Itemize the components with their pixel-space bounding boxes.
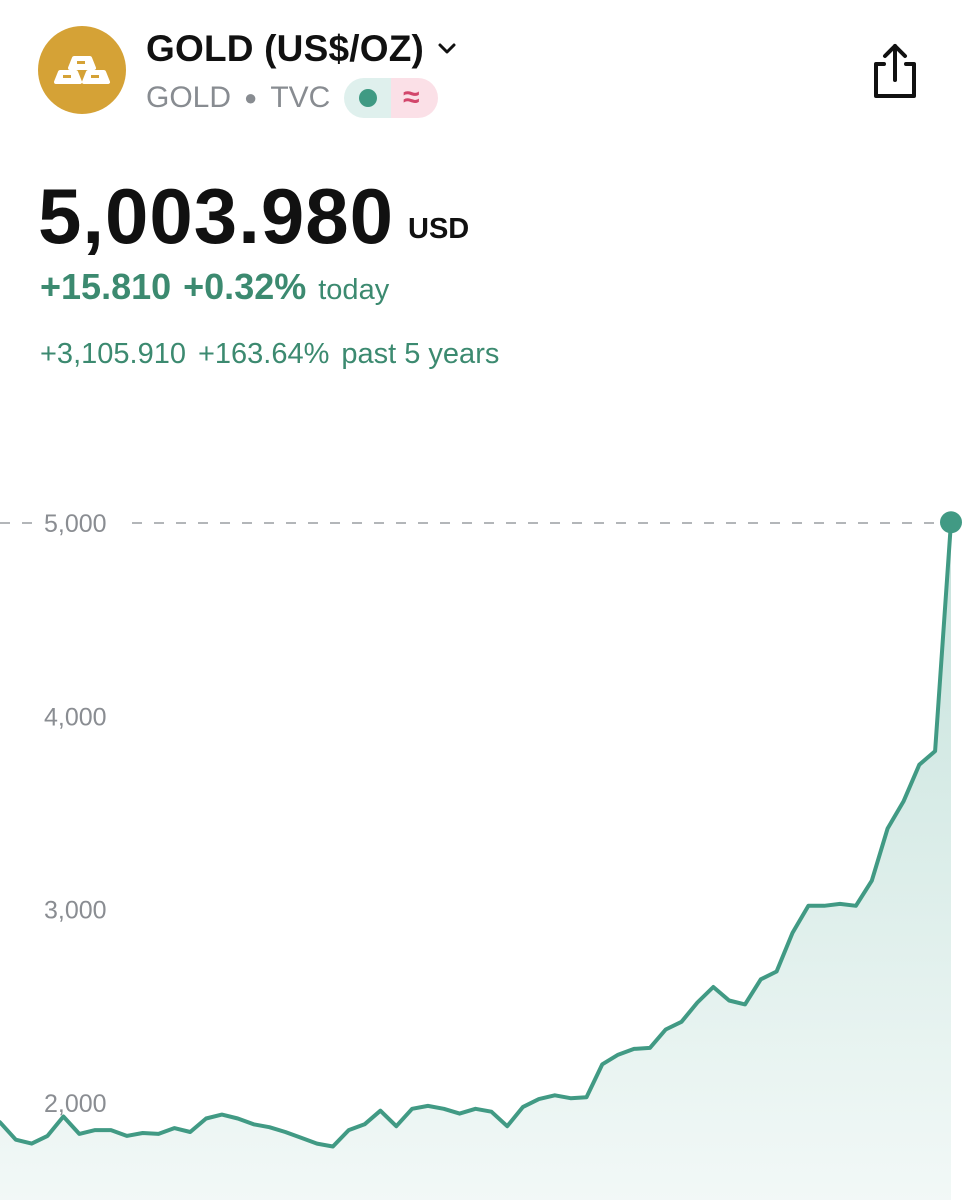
daily-change-period: today [318,274,390,306]
period-label: past 5 years [341,338,500,370]
period-change-percent: +163.64% [197,338,330,370]
market-open-dot-icon [359,89,378,107]
price-chart[interactable]: 2,000 3,000 4,000 5,000 [0,460,967,1200]
symbol-subtitle: GOLD ● TVC ≈ [146,76,439,120]
symbol-title-dropdown[interactable]: GOLD (US$/OZ) [146,26,460,72]
delayed-data-segment: ≈ [391,78,439,118]
price-currency: USD [408,213,470,245]
price-line [0,520,953,1149]
share-icon [874,44,916,98]
price-block: 5,003.980 USD [38,170,469,256]
period-change-value: +3,105.910 [40,338,186,370]
share-button[interactable] [864,38,926,106]
symbol-title: GOLD (US$/OZ) [146,28,425,69]
period-performance: +3,105.910 +163.64% past 5 years [40,338,499,378]
y-axis-tick-label: 4,000 [44,703,107,731]
last-price-point [940,511,962,534]
last-price: 5,003.980 [38,172,395,260]
y-axis-tick-label: 5,000 [44,510,107,538]
price-area-fill [0,522,951,1200]
daily-change-percent: +0.32% [183,266,307,307]
header: GOLD (US$/OZ) GOLD ● TVC ≈ [0,0,967,140]
gold-bars-icon [38,26,126,114]
exchange-name: TVC [270,81,331,114]
symbol-code: GOLD [146,81,232,114]
daily-change-value: +15.810 [40,266,172,307]
market-status-segment [344,78,392,118]
y-axis-tick-label-background [38,509,122,537]
market-status-pill[interactable]: ≈ [344,78,439,118]
chevron-down-icon [438,43,456,54]
y-axis-tick-label: 2,000 [44,1090,107,1118]
separator-dot: ● [244,85,258,110]
approx-wave-icon: ≈ [403,81,420,114]
y-axis-tick-label: 3,000 [44,897,107,925]
daily-change: +15.810 +0.32% today [40,266,389,312]
